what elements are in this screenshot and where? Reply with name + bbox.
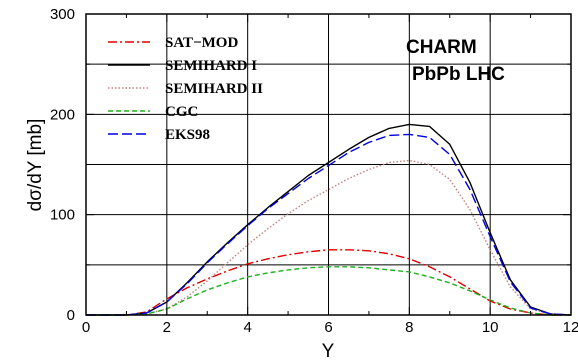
x-tick-label: 12 [563,319,578,336]
y-tick-label: 0 [67,307,75,324]
x-axis-label: Y [322,341,335,360]
annotation-system: PbPb LHC [412,64,505,85]
series-line-1 [86,123,572,316]
legend-label-1: SEMIHARD I [165,58,257,74]
y-tick-label: 300 [50,6,75,23]
tick-labels: 0 2 4 6 8 10 12 0 100 200 300 [50,6,578,336]
series-line-4 [86,133,572,316]
legend-label-0: SAT−MOD [165,35,238,51]
series-line-0 [86,249,571,316]
legend-label-3: CGC [165,104,198,120]
y-axis-label: dσ/dY [mb] [25,119,46,212]
plot-frame [85,13,572,316]
x-tick-label: 8 [405,319,413,336]
annotation-particle: CHARM [406,37,477,58]
x-tick-label: 2 [163,319,171,336]
x-tick-label: 4 [243,319,251,336]
x-tick-label: 0 [82,319,90,336]
x-tick-label: 6 [324,319,332,336]
legend: SAT−MOD SEMIHARD I SEMIHARD II CGC EKS98 [108,35,263,143]
x-tick-label: 10 [482,319,499,336]
y-tick-label: 100 [50,207,75,224]
legend-label-2: SEMIHARD II [165,81,263,97]
y-tick-label: 200 [50,106,75,123]
grid [86,14,571,315]
legend-label-4: EKS98 [165,127,210,143]
